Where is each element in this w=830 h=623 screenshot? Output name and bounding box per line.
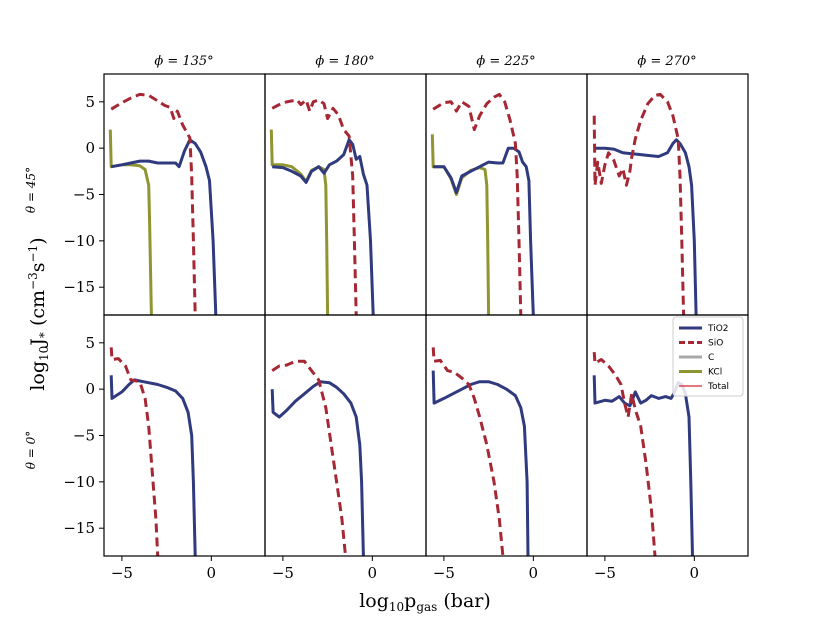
series-line-tio2 [110, 138, 218, 315]
legend-label-total: Total [707, 382, 729, 392]
series-line-sio [271, 359, 347, 556]
legend: TiO2 SiO C KCl Total [672, 316, 744, 397]
y-axis-label: log10J* (cm−3s−1) [26, 237, 51, 390]
column-title-phi-180: ϕ = 180° [315, 54, 374, 69]
panel-grid: 5 0 −5 −10 −15 −5 0 5 0 −5 −10 −15 −5 0 −5 0 −5 0 [63, 73, 749, 582]
panel-r1-c0: −5 0 5 0 −5 −10 −15 [63, 314, 266, 582]
series-line-tio2 [433, 146, 535, 315]
x-tick-label: −5 [433, 564, 455, 582]
series-line-sio [431, 347, 505, 556]
y-tick-label: −15 [63, 519, 95, 537]
column-title-phi-270: ϕ = 270° [637, 54, 696, 69]
series-line-tio2 [592, 375, 694, 556]
x-tick-label: 0 [690, 564, 700, 582]
panel-r0-c2 [425, 73, 588, 316]
y-tick-label: 0 [85, 139, 95, 157]
panel-r0-c0: 5 0 −5 −10 −15 [63, 73, 266, 316]
x-axis-label: log10pgas (bar) [359, 590, 491, 614]
panel-frame [103, 314, 266, 557]
panel-frame [586, 314, 749, 557]
series-line-sio [271, 98, 358, 315]
y-tick-label: −10 [63, 473, 95, 491]
x-tick-label: 0 [529, 564, 539, 582]
legend-label-kcl: KCl [708, 368, 722, 378]
series-line-tio2 [594, 138, 698, 315]
series-line-kcl [430, 134, 491, 315]
series-line-kcl [269, 129, 330, 315]
series-line-sio [592, 351, 657, 556]
x-tick-label: −5 [272, 564, 294, 582]
y-tick-label: −15 [63, 278, 95, 296]
series-line-tio2 [272, 138, 375, 315]
panel-frame [264, 314, 427, 557]
panel-plot-area [431, 347, 530, 556]
panel-frame [425, 314, 588, 557]
panel-frame [586, 73, 749, 316]
panel-plot-area [269, 98, 375, 315]
panel-r0-c3 [586, 73, 749, 316]
panel-frame [264, 73, 427, 316]
series-line-tio2 [270, 380, 365, 556]
series-line-sio [110, 92, 197, 315]
legend-label-tio2: TiO2 [707, 324, 729, 334]
panel-r1-c1: −5 0 [264, 314, 427, 582]
y-tick-label: −5 [73, 186, 95, 204]
series-line-sio [592, 92, 686, 315]
x-tick-label: 0 [207, 564, 217, 582]
y-tick-label: −5 [73, 427, 95, 445]
y-tick-label: 5 [85, 334, 95, 352]
legend-box [672, 316, 744, 397]
series-line-tio2 [431, 370, 530, 556]
panel-frame [425, 73, 588, 316]
y-tick-label: 5 [85, 93, 95, 111]
panel-plot-area [270, 359, 365, 556]
series-line-sio [109, 347, 160, 556]
row-label-theta-0: θ = 0° [24, 431, 38, 470]
column-title-phi-225: ϕ = 225° [476, 54, 535, 69]
x-tick-label: −5 [111, 564, 133, 582]
panel-plot-area [109, 347, 197, 556]
panel-frame [103, 73, 266, 316]
column-titles: ϕ = 135° ϕ = 180° ϕ = 225° ϕ = 270° [154, 54, 696, 69]
column-title-phi-135: ϕ = 135° [154, 54, 213, 69]
legend-label-c: C [708, 353, 714, 363]
x-tick-label: −5 [594, 564, 616, 582]
panel-plot-area [108, 92, 218, 315]
legend-label-sio: SiO [708, 339, 723, 349]
row-label-theta-45: θ = 45° [24, 167, 38, 213]
panel-plot-area [430, 92, 535, 315]
x-tick-label: 0 [368, 564, 378, 582]
y-tick-label: 0 [85, 380, 95, 398]
series-line-tio2 [109, 375, 197, 556]
panel-plot-area [592, 92, 698, 315]
y-tick-label: −10 [63, 232, 95, 250]
series-line-sio [432, 92, 523, 315]
series-line-kcl [108, 129, 153, 315]
panel-r0-c1 [264, 73, 427, 316]
panel-r1-c2: −5 0 [425, 314, 588, 582]
